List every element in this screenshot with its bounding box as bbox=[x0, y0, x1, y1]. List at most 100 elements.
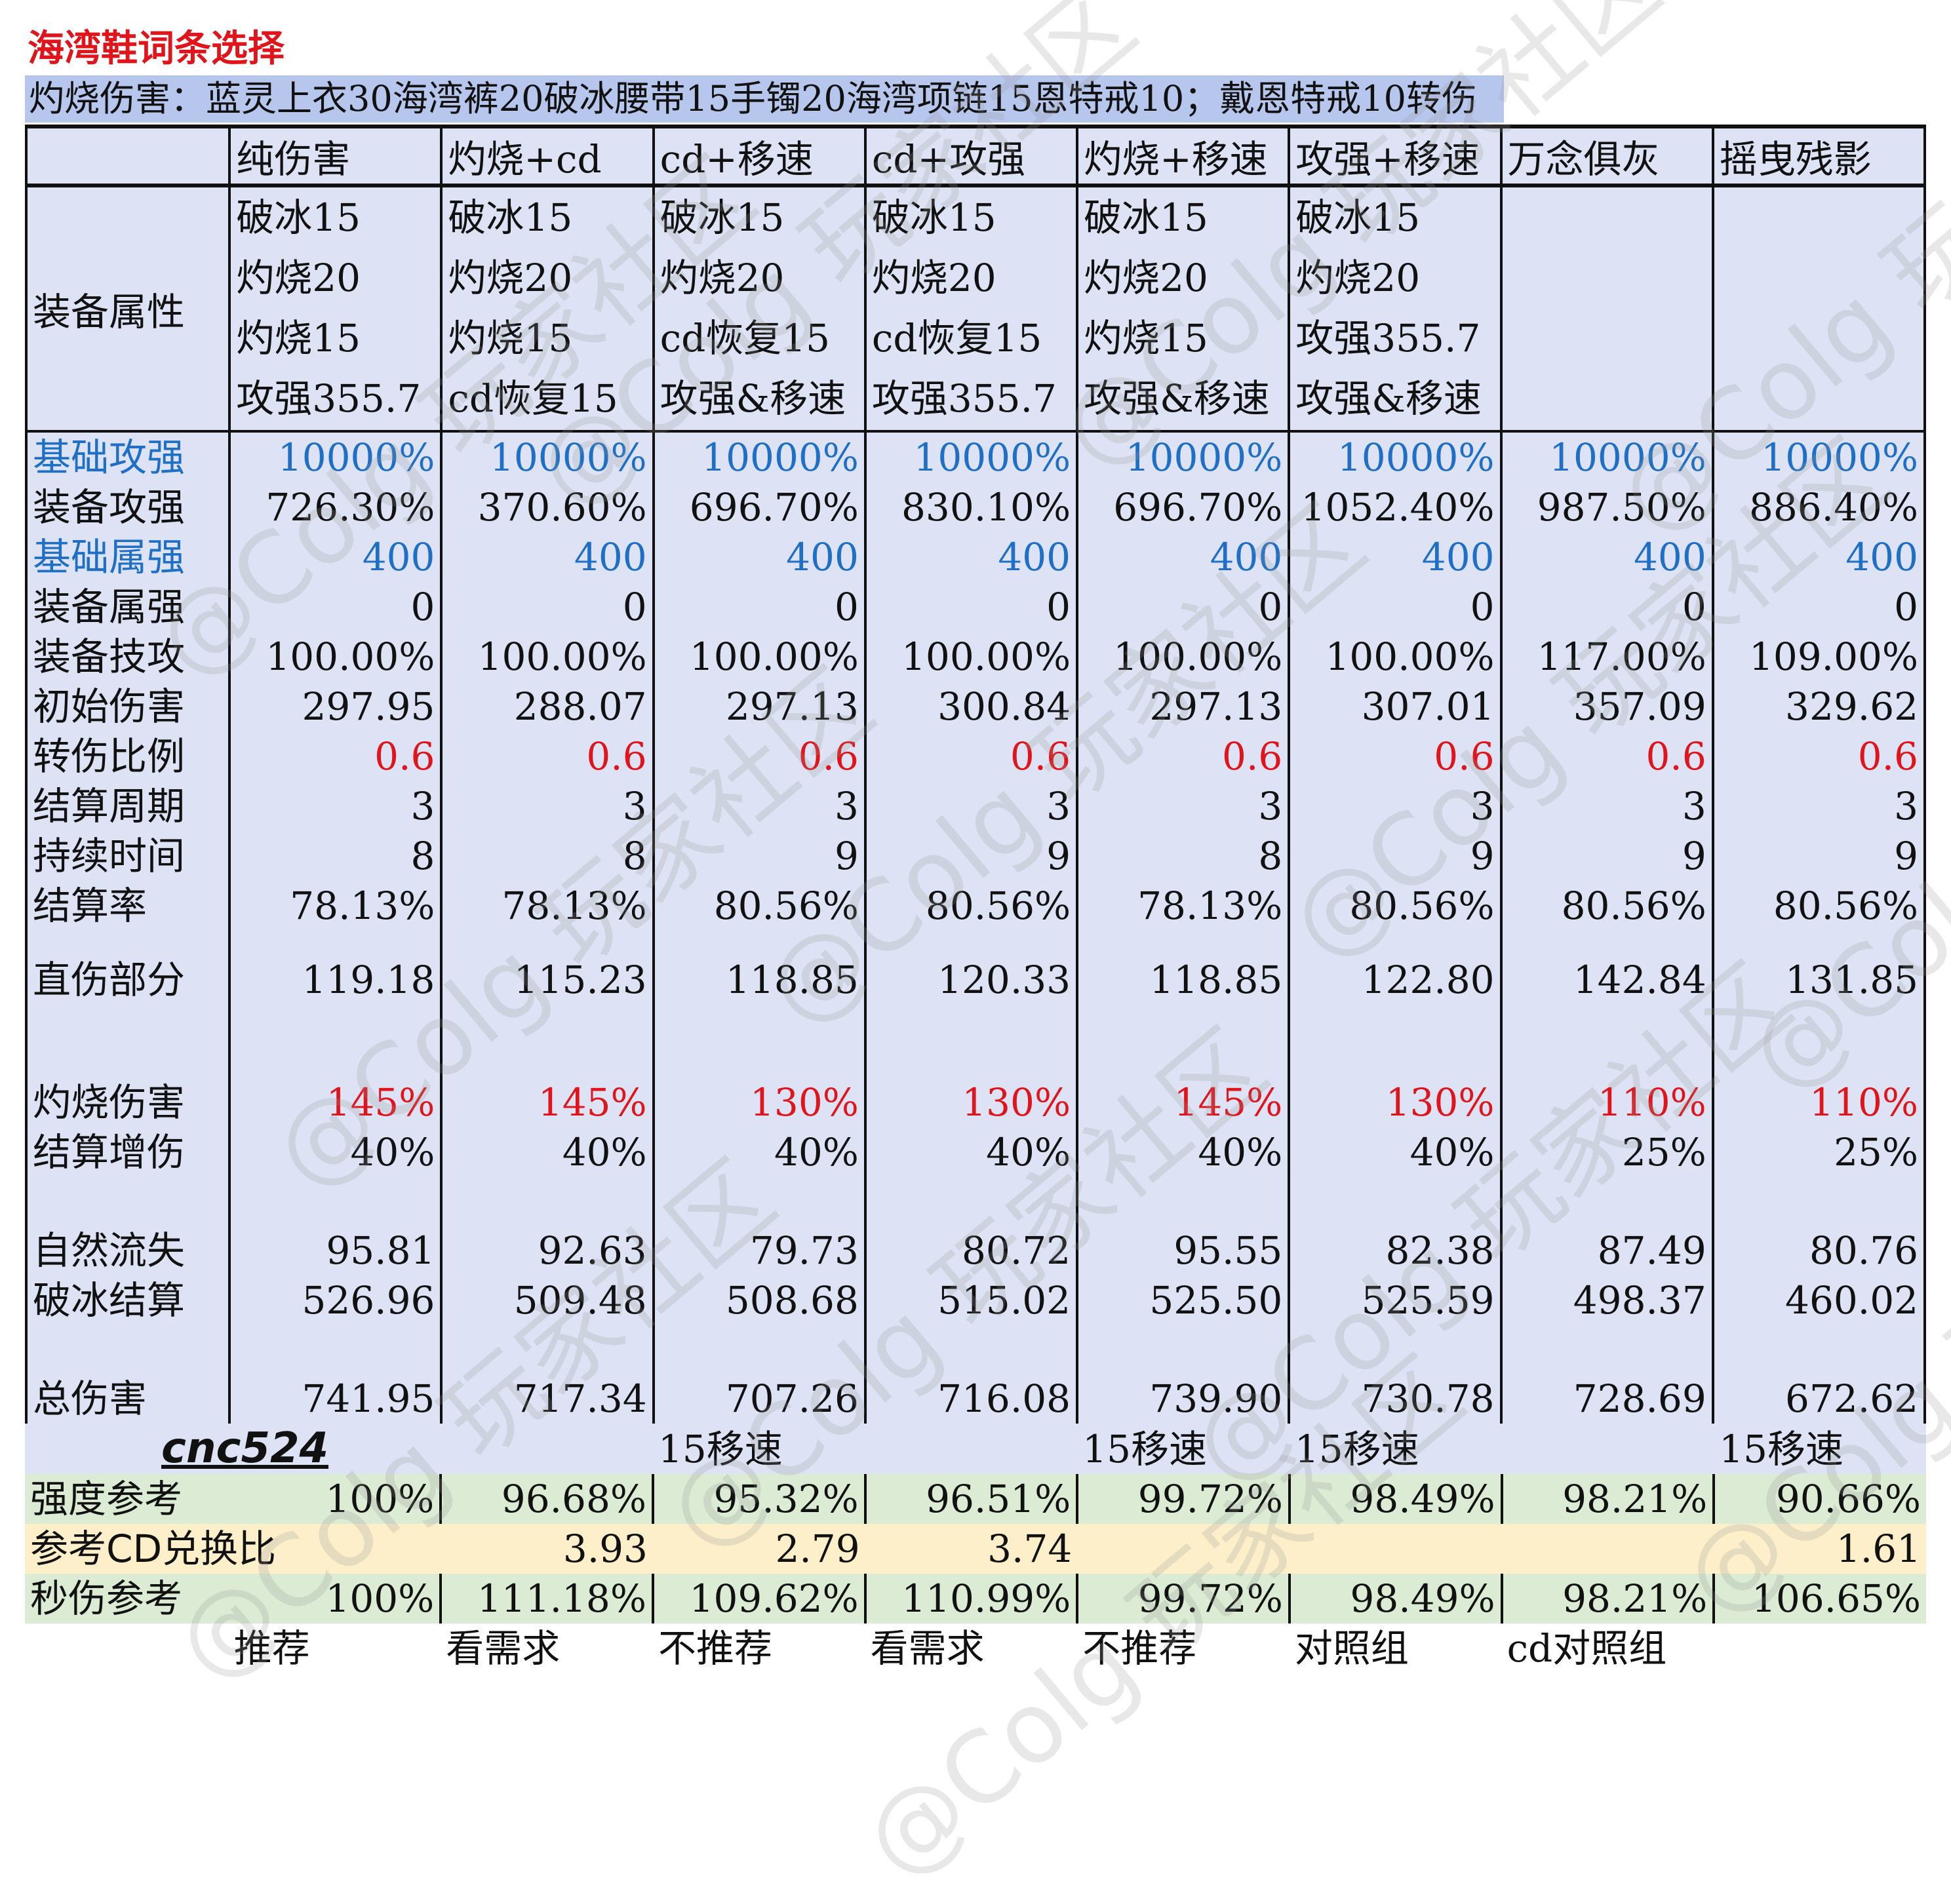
value-cell: 9 bbox=[863, 831, 1079, 881]
equipment-line bbox=[1720, 248, 1918, 308]
value-cell: 78.13% bbox=[228, 881, 443, 931]
equipment-line: 破冰15 bbox=[660, 195, 785, 240]
value-cell: 10000% bbox=[440, 431, 655, 482]
row-label: 装备攻强 bbox=[24, 482, 231, 532]
value-cell: 118.85 bbox=[652, 931, 867, 1029]
value-cell: 672.62 bbox=[1711, 1325, 1927, 1424]
column-header: 万念俱灰 bbox=[1499, 125, 1714, 187]
value-cell: 728.69 bbox=[1499, 1325, 1714, 1424]
value-cell: 707.26 bbox=[652, 1325, 867, 1424]
value-cell: 329.62 bbox=[1711, 682, 1927, 731]
row-label: 持续时间 bbox=[24, 831, 231, 881]
value-cell: 87.49 bbox=[1499, 1177, 1714, 1275]
value-cell: 0 bbox=[1288, 582, 1503, 632]
value-cell: 400 bbox=[440, 532, 655, 582]
value-cell: 92.63 bbox=[440, 1177, 655, 1275]
value-cell: 100.00% bbox=[228, 632, 443, 682]
row-label: 装备属性 bbox=[24, 185, 231, 433]
value-cell: 0 bbox=[1711, 582, 1927, 632]
value-cell: 515.02 bbox=[863, 1275, 1079, 1325]
dps-row: 秒伤参考 100% 111.18% 109.62% 110.99% 99.72% 98.49… bbox=[25, 1574, 1926, 1623]
equipment-line: 灼烧15 bbox=[1084, 316, 1208, 360]
header-row: 纯伤害 灼烧+cd cd+移速 cd+攻强 灼烧+移速 攻强+移速 万念俱灰 摇曳残影 bbox=[24, 125, 1927, 187]
value-cell: 987.50% bbox=[1499, 482, 1714, 532]
value-cell: 0 bbox=[440, 582, 655, 632]
value-cell: 80.76 bbox=[1711, 1177, 1927, 1275]
value-cell: 525.59 bbox=[1288, 1275, 1503, 1325]
value-cell: 307.01 bbox=[1288, 682, 1503, 731]
damage-comparison-table: 纯伤害 灼烧+cd cd+移速 cd+攻强 灼烧+移速 攻强+移速 万念俱灰 摇曳残影 装备属性… bbox=[24, 125, 1927, 1424]
row-label: 结算增伤 bbox=[24, 1127, 231, 1177]
value-cell: 3 bbox=[1076, 781, 1291, 831]
equipment-line: 破冰15 bbox=[236, 195, 361, 240]
value-cell: 10000% bbox=[1288, 431, 1503, 482]
value-cell: 830.10% bbox=[863, 482, 1079, 532]
value-cell: 9 bbox=[1288, 831, 1503, 881]
value-cell bbox=[228, 1524, 441, 1574]
value-cell: 98.49% bbox=[1289, 1574, 1503, 1623]
value-cell: 96.51% bbox=[865, 1474, 1079, 1524]
value-cell: 110% bbox=[1711, 1029, 1927, 1127]
value-cell: 525.50 bbox=[1076, 1275, 1291, 1325]
value-cell: 400 bbox=[1499, 532, 1714, 582]
value-cell: 25% bbox=[1499, 1127, 1714, 1177]
data-row: 自然流失 95.81 92.63 79.73 80.72 95.55 82.38 87.49 8… bbox=[24, 1177, 1927, 1275]
equipment-line bbox=[1508, 368, 1706, 429]
value-cell: 0.6 bbox=[440, 731, 655, 781]
value-cell: 498.37 bbox=[1499, 1275, 1714, 1325]
value-cell: 0 bbox=[228, 582, 443, 632]
data-row: 结算周期 3 3 3 3 3 3 3 3 bbox=[24, 781, 1927, 831]
row-label: 基础攻强 bbox=[24, 431, 231, 482]
value-cell: 82.38 bbox=[1288, 1177, 1503, 1275]
config-description: 灼烧伤害：蓝灵上衣30海湾裤20破冰腰带15手镯20海湾项链15恩特戒10；戴恩… bbox=[25, 75, 1504, 123]
value-cell: 509.48 bbox=[440, 1275, 655, 1325]
value-cell: 100.00% bbox=[652, 632, 867, 682]
value-cell: 9 bbox=[1711, 831, 1927, 881]
value-cell: 130% bbox=[1288, 1029, 1503, 1127]
value-cell: 96.68% bbox=[441, 1474, 654, 1524]
note-row: cnc524 15移速 15移速 15移速 15移速 bbox=[25, 1424, 1926, 1474]
note-cell bbox=[1501, 1424, 1714, 1474]
data-row: 结算增伤 40% 40% 40% 40% 40% 40% 25% 25% bbox=[24, 1127, 1927, 1177]
value-cell: 40% bbox=[652, 1127, 867, 1177]
equipment-line: 灼烧15 bbox=[236, 316, 361, 360]
value-cell: 142.84 bbox=[1499, 931, 1714, 1029]
note-cell: 15移速 bbox=[1289, 1424, 1502, 1474]
equipment-line bbox=[1720, 187, 1918, 248]
value-cell: 400 bbox=[1288, 532, 1503, 582]
equipment-line: cd恢复15 bbox=[871, 316, 1042, 360]
value-cell: 8 bbox=[440, 831, 655, 881]
equipment-line: 破冰15 bbox=[1295, 195, 1421, 240]
value-cell: 40% bbox=[440, 1127, 655, 1177]
equipment-cell: 破冰15 灼烧20 cd恢复15 攻强&移速 bbox=[652, 185, 867, 433]
value-cell: 886.40% bbox=[1711, 482, 1927, 532]
verdict-row: 推荐 看需求 不推荐 看需求 不推荐 对照组 cd对照组 bbox=[25, 1623, 1926, 1673]
value-cell: 10000% bbox=[863, 431, 1079, 482]
value-cell: 0.6 bbox=[1288, 731, 1503, 781]
value-cell bbox=[1289, 1524, 1502, 1574]
value-cell: 8 bbox=[228, 831, 443, 881]
verdict-cell: 不推荐 bbox=[1077, 1623, 1290, 1673]
equipment-line bbox=[1508, 187, 1706, 248]
value-cell: 3 bbox=[228, 781, 443, 831]
column-header: 摇曳残影 bbox=[1711, 125, 1927, 187]
equipment-cell bbox=[1711, 185, 1927, 433]
column-header: 灼烧+移速 bbox=[1076, 125, 1291, 187]
equipment-line: 灼烧15 bbox=[448, 316, 573, 360]
author-cell: cnc524 bbox=[25, 1424, 441, 1474]
equipment-line: 攻强355.7 bbox=[236, 376, 422, 421]
value-cell: 0.6 bbox=[1711, 731, 1927, 781]
data-row: 总伤害 741.95 717.34 707.26 716.08 739.90 730.78 7… bbox=[24, 1325, 1927, 1424]
equipment-line: 灼烧20 bbox=[871, 256, 996, 300]
row-label: 灼烧伤害 bbox=[24, 1029, 231, 1127]
value-cell: 8 bbox=[1076, 831, 1291, 881]
column-header: 灼烧+cd bbox=[440, 125, 655, 187]
value-cell: 109.00% bbox=[1711, 632, 1927, 682]
equipment-cell: 破冰15 灼烧20 灼烧15 cd恢复15 bbox=[440, 185, 655, 433]
value-cell: 716.08 bbox=[863, 1325, 1079, 1424]
value-cell: 3 bbox=[652, 781, 867, 831]
value-cell: 3 bbox=[440, 781, 655, 831]
row-label: 自然流失 bbox=[24, 1177, 231, 1275]
page-title: 海湾鞋词条选择 bbox=[28, 28, 285, 70]
value-cell: 3.93 bbox=[441, 1524, 653, 1574]
